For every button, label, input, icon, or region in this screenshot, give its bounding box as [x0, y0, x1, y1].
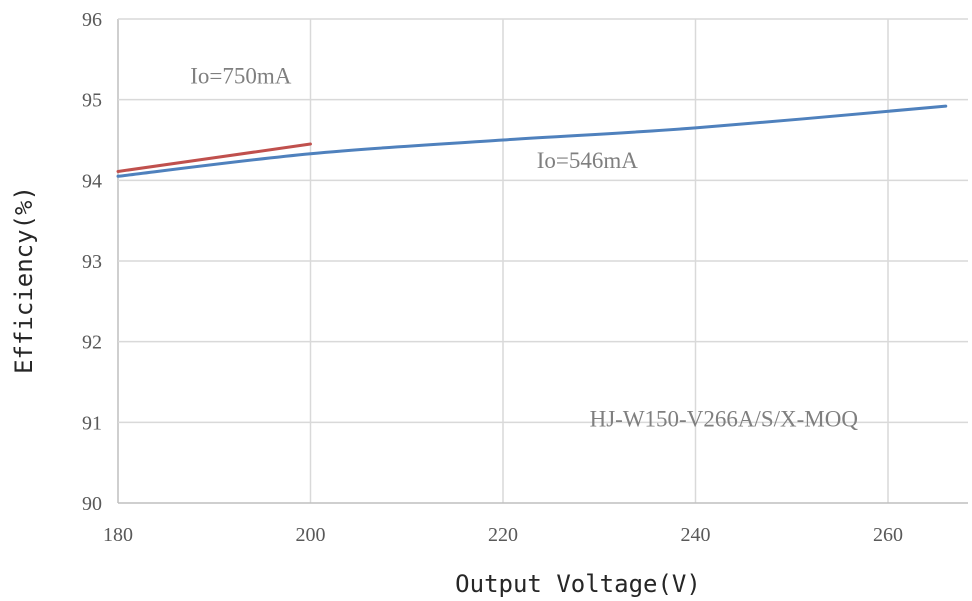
y-tick-label: 96	[82, 9, 102, 31]
series-lines	[116, 104, 948, 178]
series-line-io-750ma	[116, 142, 312, 173]
x-tick-label: 200	[296, 524, 326, 546]
y-axis-title: Efficiency(%)	[10, 186, 38, 374]
y-tick-labels: 90 91 92 93 94 95 96	[82, 9, 102, 515]
annotation-label: Io=750mA	[190, 64, 292, 89]
annotation-label: Io=546mA	[537, 148, 639, 173]
y-tick-label: 95	[82, 90, 102, 112]
y-tick-label: 92	[82, 332, 102, 354]
y-tick-label: 93	[82, 251, 102, 273]
x-tick-label: 260	[873, 524, 903, 546]
x-tick-labels: 180 200 220 240 260	[103, 524, 903, 546]
annotations: Io=750mA Io=546mA HJ-W150-V266A/S/X-MOQ	[190, 64, 858, 432]
x-tick-label: 220	[488, 524, 518, 546]
x-tick-label: 240	[681, 524, 711, 546]
y-tick-label: 94	[82, 170, 102, 192]
x-axis-title: Output Voltage(V)	[455, 570, 701, 598]
horizontal-gridlines	[118, 18, 968, 504]
y-tick-label: 91	[82, 412, 102, 434]
x-tick-label: 180	[103, 524, 133, 546]
series-line-io-546ma	[116, 104, 948, 178]
y-tick-label: 90	[82, 493, 102, 515]
annotation-label: HJ-W150-V266A/S/X-MOQ	[590, 406, 859, 431]
